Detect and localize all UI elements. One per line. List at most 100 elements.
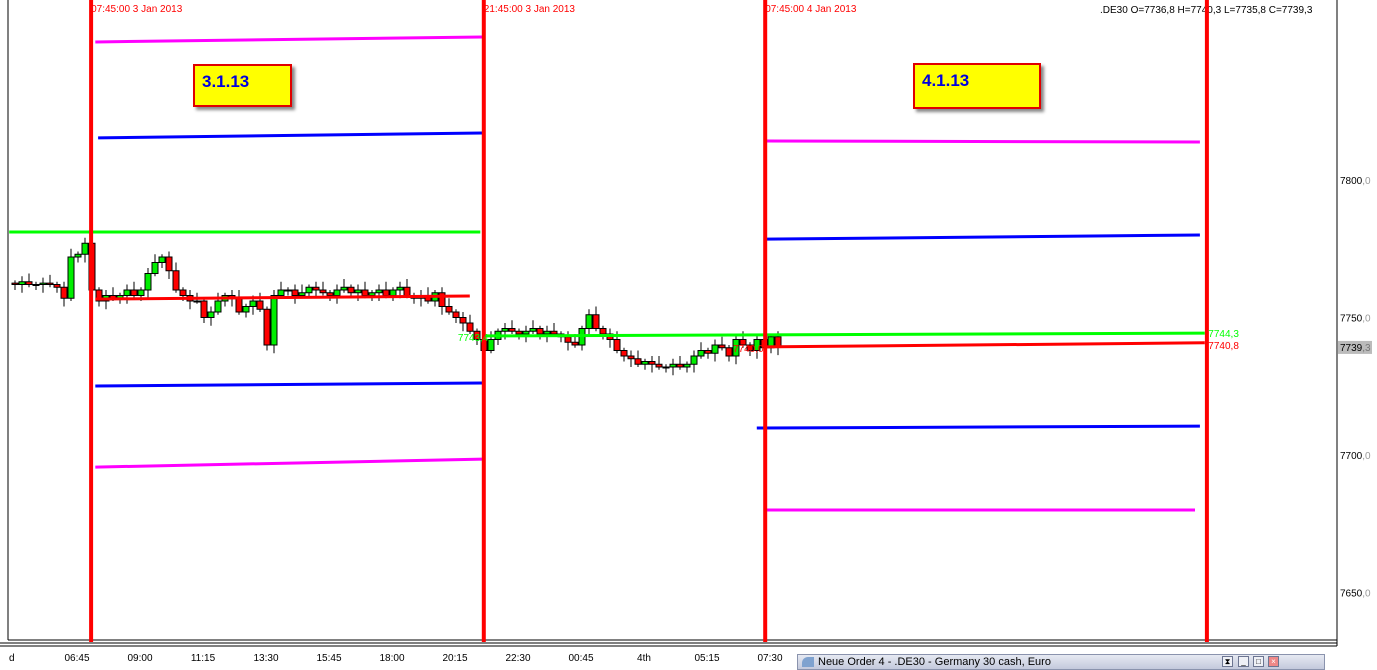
candle-body bbox=[641, 361, 649, 365]
candle bbox=[46, 274, 54, 288]
candle-body bbox=[753, 339, 761, 351]
candle-body bbox=[81, 242, 89, 255]
candle-body bbox=[564, 336, 572, 343]
price-level-line bbox=[765, 341, 1205, 349]
candle bbox=[18, 276, 26, 293]
candle-body bbox=[18, 281, 26, 285]
close-button[interactable]: × bbox=[1268, 656, 1279, 667]
candle bbox=[578, 325, 586, 351]
candle-body bbox=[11, 282, 19, 285]
candle bbox=[81, 237, 89, 263]
candle-body bbox=[389, 289, 397, 296]
candle bbox=[543, 325, 551, 343]
candle bbox=[74, 251, 82, 263]
x-tick-label: 22:30 bbox=[505, 653, 530, 664]
minimize-button[interactable]: _ bbox=[1238, 656, 1249, 667]
candle bbox=[25, 273, 33, 288]
candle-body bbox=[452, 311, 460, 318]
candle-body bbox=[319, 289, 327, 294]
candle bbox=[704, 347, 712, 359]
candle bbox=[235, 290, 243, 315]
candle-body bbox=[501, 328, 509, 332]
candle-body bbox=[284, 289, 292, 292]
candle-body bbox=[144, 273, 152, 291]
y-tick-label: 7700,0 bbox=[1340, 451, 1371, 462]
candle-body bbox=[291, 289, 299, 296]
candle-body bbox=[95, 289, 103, 302]
candle bbox=[319, 281, 327, 296]
candle-body bbox=[473, 330, 481, 340]
candle-body bbox=[326, 292, 334, 296]
candle bbox=[214, 292, 222, 315]
pin-icon[interactable]: ⧗ bbox=[1222, 656, 1233, 667]
candle-body bbox=[683, 363, 691, 368]
candle bbox=[732, 334, 740, 365]
maximize-button[interactable]: □ bbox=[1253, 656, 1264, 667]
candle-body bbox=[739, 339, 747, 346]
candle bbox=[445, 298, 453, 315]
level-label: 7740,0 bbox=[733, 344, 764, 355]
order-window-title: Neue Order 4 - .DE30 - Germany 30 cash, … bbox=[818, 656, 1051, 668]
candle-body bbox=[508, 328, 516, 332]
candle-body bbox=[214, 300, 222, 313]
candle-body bbox=[543, 330, 551, 335]
candle-body bbox=[256, 300, 264, 310]
candle bbox=[284, 287, 292, 296]
candle-body bbox=[536, 328, 544, 335]
candle bbox=[130, 281, 138, 299]
candle-body bbox=[522, 330, 530, 335]
candle-body bbox=[585, 314, 593, 329]
price-level-line bbox=[95, 457, 483, 469]
candle-body bbox=[158, 256, 166, 263]
candle-body bbox=[697, 350, 705, 357]
candle-body bbox=[746, 344, 754, 351]
candle bbox=[620, 347, 628, 362]
candle-body bbox=[172, 270, 180, 291]
candle-body bbox=[123, 289, 131, 296]
candle-body bbox=[445, 306, 453, 313]
price-level-line bbox=[95, 35, 483, 44]
candle-body bbox=[599, 328, 607, 335]
candle bbox=[291, 284, 299, 304]
date-annotation-4-1-13: 4.1.13 bbox=[913, 63, 1041, 109]
candle bbox=[592, 306, 600, 332]
candle bbox=[515, 328, 523, 340]
candle bbox=[326, 290, 334, 301]
candle bbox=[375, 284, 383, 301]
candle bbox=[767, 334, 775, 354]
candle-body bbox=[67, 256, 75, 299]
candle-body bbox=[25, 281, 33, 285]
y-tick-dec: ,0 bbox=[1362, 451, 1371, 462]
order-window-titlebar[interactable]: Neue Order 4 - .DE30 - Germany 30 cash, … bbox=[797, 654, 1325, 670]
candle bbox=[697, 342, 705, 359]
candle bbox=[683, 361, 691, 373]
date-annotation-3-1-13: 3.1.13 bbox=[193, 64, 292, 107]
candle-body bbox=[137, 289, 145, 296]
x-tick-label: 07:30 bbox=[757, 653, 782, 664]
candle bbox=[410, 292, 418, 304]
candle-body bbox=[60, 286, 68, 299]
candle bbox=[711, 339, 719, 362]
candle bbox=[690, 350, 698, 373]
candle-body bbox=[32, 284, 40, 286]
candle-body bbox=[613, 339, 621, 351]
y-tick-label: 7650,0 bbox=[1340, 589, 1371, 600]
y-tick-int: 7650 bbox=[1340, 589, 1363, 600]
x-tick-label: 00:45 bbox=[568, 653, 593, 664]
price-level-line bbox=[765, 233, 1200, 241]
candle-body bbox=[361, 289, 369, 296]
candle bbox=[417, 290, 425, 307]
price-level-line bbox=[95, 381, 483, 388]
y-tick-dec: ,0 bbox=[1362, 176, 1371, 187]
candle bbox=[165, 251, 173, 279]
candle bbox=[39, 277, 47, 293]
candle bbox=[606, 328, 614, 348]
candle bbox=[11, 280, 19, 290]
candle-body bbox=[382, 289, 390, 296]
candle-body bbox=[662, 366, 670, 369]
candle-body bbox=[46, 282, 54, 285]
candle-body bbox=[676, 363, 684, 368]
candle-body bbox=[340, 286, 348, 291]
candle bbox=[466, 314, 474, 334]
